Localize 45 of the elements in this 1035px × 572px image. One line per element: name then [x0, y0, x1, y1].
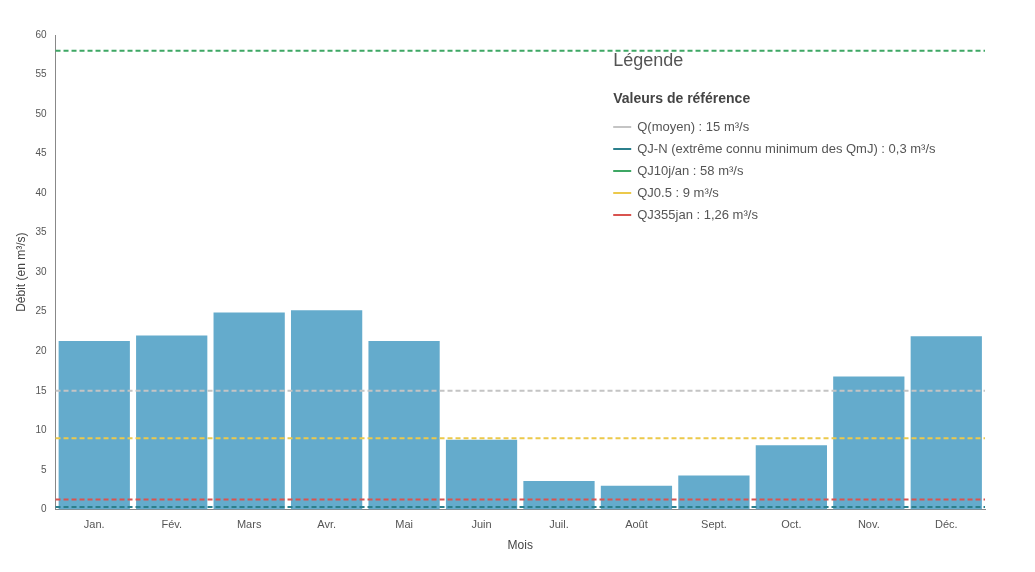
legend-title: Légende: [613, 49, 684, 70]
legend-label: QJ10j/an : 58 m³/s: [637, 162, 744, 178]
y-tick-label: 25: [35, 305, 47, 317]
y-tick-label: 40: [35, 186, 47, 198]
x-tick-label: Juin: [471, 518, 492, 531]
y-axis-title: Débit (en m³/s): [13, 232, 28, 312]
x-tick-label: Jan.: [83, 518, 105, 531]
legend-label: QJ0.5 : 9 m³/s: [637, 184, 720, 200]
legend-label: QJ355jan : 1,26 m³/s: [637, 206, 759, 222]
x-tick-label: Mai: [395, 518, 413, 531]
x-tick-label: Déc.: [934, 518, 958, 531]
bar: [58, 340, 130, 510]
y-tick-label: 55: [35, 68, 47, 80]
x-tick-label: Mars: [236, 518, 262, 531]
bar: [368, 340, 440, 510]
bar: [445, 439, 518, 510]
y-tick-label: 0: [40, 503, 47, 515]
bar: [678, 475, 750, 510]
y-tick-label: 30: [35, 265, 47, 277]
y-tick-label: 15: [35, 384, 47, 396]
y-tick-label: 60: [35, 28, 47, 40]
bar: [910, 336, 982, 510]
y-tick-label: 35: [35, 226, 47, 238]
x-tick-label: Avr.: [317, 518, 336, 531]
bar: [833, 376, 905, 510]
legend-label: QJ-N (extrême connu minimum des QmJ) : 0,3 m³/s: [637, 140, 937, 156]
y-tick-label: 45: [35, 147, 47, 159]
bar: [213, 312, 285, 510]
x-tick-label: Juil.: [549, 518, 569, 531]
bar: [523, 480, 595, 510]
x-tick-label: Oct.: [781, 518, 802, 531]
y-tick-label: 20: [35, 345, 47, 357]
x-tick-label: Nov.: [857, 518, 880, 531]
x-tick-label: Août: [625, 518, 648, 531]
legend-label: Q(moyen) : 15 m³/s: [637, 118, 750, 134]
annotation: Valeurs de référence: [613, 89, 751, 106]
bar: [290, 310, 363, 510]
bar: [755, 445, 827, 510]
y-tick-label: 10: [35, 424, 47, 436]
x-tick-label: Sept.: [701, 518, 727, 531]
y-tick-label: 50: [35, 107, 47, 119]
x-tick-label: Fév.: [161, 518, 182, 531]
bar: [136, 335, 208, 510]
x-axis-title: Mois: [507, 538, 533, 553]
y-tick-label: 5: [40, 463, 47, 475]
